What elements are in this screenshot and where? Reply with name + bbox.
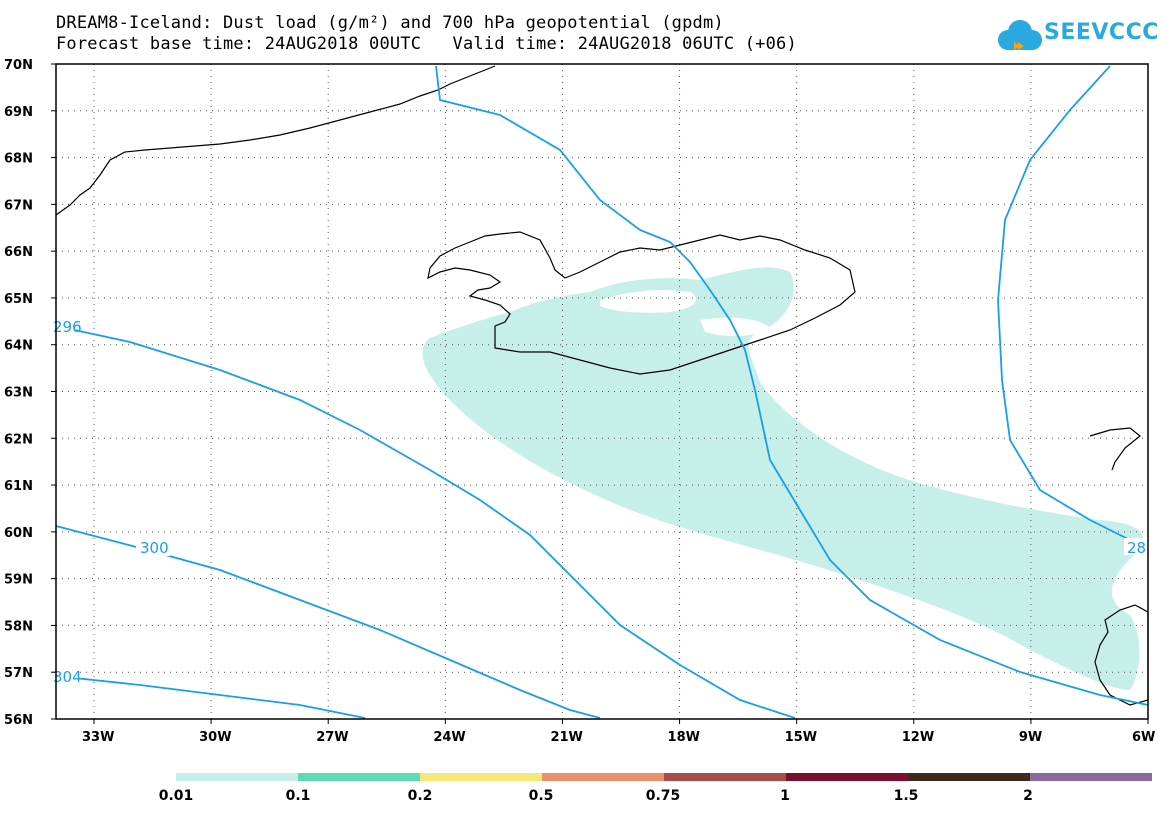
colorbar: 0.01 0.1 0.2 0.5 0.75 1 1.5 2 <box>159 773 1152 804</box>
contour-label: 28 <box>1127 539 1146 557</box>
colorbar-segment <box>176 773 298 781</box>
longitude-label: 6W <box>1132 730 1155 745</box>
colorbar-label: 0.01 <box>159 788 194 804</box>
latitude-label: 66N <box>4 245 33 260</box>
latitude-label: 56N <box>4 713 33 728</box>
latitude-label: 68N <box>4 152 33 167</box>
colorbar-label: 2 <box>1023 788 1033 804</box>
colorbar-label: 1.5 <box>894 788 919 804</box>
colorbar-label: 1 <box>780 788 790 804</box>
colorbar-label: 0.75 <box>646 788 681 804</box>
contour-label-bg <box>1124 538 1148 555</box>
latitude-label: 59N <box>4 573 33 588</box>
forecast-time-info: Forecast base time: 24AUG2018 00UTC Vali… <box>56 34 797 54</box>
longitude-label: 12W <box>902 730 934 745</box>
longitude-label: 18W <box>668 730 700 745</box>
latitude-label: 62N <box>4 432 33 447</box>
latitude-label: 61N <box>4 479 33 494</box>
latitude-label: 67N <box>4 198 33 213</box>
contour-label: 296 <box>53 318 82 336</box>
clear-area <box>700 317 770 337</box>
longitude-label: 27W <box>316 730 348 745</box>
colorbar-label: 0.5 <box>529 788 554 804</box>
longitude-label: 21W <box>550 730 582 745</box>
contour-label: 304 <box>53 668 82 686</box>
contour-label: 300 <box>140 539 169 557</box>
colorbar-segment <box>1030 773 1152 781</box>
colorbar-segment <box>664 773 786 781</box>
iceland-coastline <box>427 231 856 375</box>
latitude-label: 70N <box>4 58 33 73</box>
greenland-coastline <box>55 65 496 216</box>
clear-area <box>600 290 697 313</box>
colorbar-segment <box>420 773 542 781</box>
clear-area <box>598 264 650 278</box>
longitude-label: 24W <box>433 730 465 745</box>
dust-plume <box>422 267 1144 690</box>
contour-label-bg <box>136 538 170 556</box>
longitude-label: 30W <box>199 730 231 745</box>
contour-label-bg <box>50 668 78 685</box>
latitude-label: 64N <box>4 339 33 354</box>
geopotential-contours <box>55 65 1149 719</box>
seevccc-logo <box>998 20 1042 50</box>
contour-line <box>997 65 1141 546</box>
latitude-label: 60N <box>4 526 33 541</box>
longitude-label: 9W <box>1019 730 1042 745</box>
latitude-labels: 70N 69N 68N 67N 66N 65N 64N 63N 62N 61N 60N 59N 58N 5… <box>4 58 56 728</box>
latitude-label: 57N <box>4 666 33 681</box>
faroe-coastline <box>1089 427 1141 471</box>
colorbar-segment <box>298 773 420 781</box>
latitude-label: 69N <box>4 105 33 120</box>
gridlines <box>56 64 1148 719</box>
logo-text: SEEVCCC <box>1044 20 1159 45</box>
contour-line <box>55 675 366 719</box>
latitude-label: 63N <box>4 386 33 401</box>
longitude-label: 15W <box>785 730 817 745</box>
colorbar-segment <box>908 773 1030 781</box>
contour-label-group: 296 300 304 28 <box>50 318 1148 686</box>
latitude-label: 58N <box>4 619 33 634</box>
cloud-icon <box>998 20 1042 50</box>
colorbar-segment <box>542 773 664 781</box>
contour-line <box>435 65 1149 706</box>
latitude-label: 65N <box>4 292 33 307</box>
contour-line <box>55 325 796 719</box>
colorbar-label: 0.1 <box>286 788 311 804</box>
map-title: DREAM8-Iceland: Dust load (g/m²) and 700… <box>56 13 724 33</box>
colorbar-segment <box>786 773 908 781</box>
longitude-labels: 33W 30W 27W 24W 21W 18W 15W 12W 9W 6W <box>82 719 1155 745</box>
longitude-label: 33W <box>82 730 114 745</box>
colorbar-label: 0.2 <box>408 788 433 804</box>
